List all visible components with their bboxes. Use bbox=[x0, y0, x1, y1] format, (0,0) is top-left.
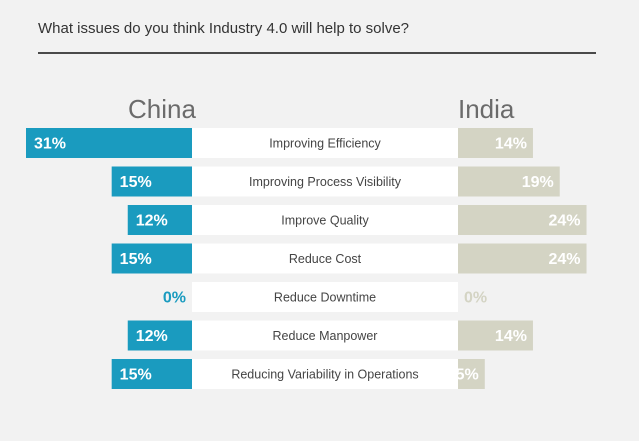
data-label-india-reduce-cost: 24% bbox=[548, 251, 580, 268]
data-label-china-reduce-manpower: 12% bbox=[136, 328, 168, 345]
bar-india-reduce-cost bbox=[458, 243, 587, 274]
category-label-improving-process-visibility: Improving Process Visibility bbox=[249, 175, 402, 189]
label-band-reduce-downtime bbox=[192, 282, 458, 312]
legend-china: China bbox=[128, 94, 196, 124]
label-band-reduce-manpower bbox=[192, 320, 458, 351]
bar-china-reducing-variability-in-operations bbox=[111, 359, 192, 389]
category-label-improving-efficiency: Improving Efficiency bbox=[269, 137, 381, 151]
bar-china-improve-quality bbox=[127, 205, 192, 235]
label-band-reducing-variability-in-operations bbox=[192, 359, 458, 389]
bar-china-reduce-cost bbox=[111, 243, 192, 274]
data-label-china-improve-quality: 12% bbox=[136, 213, 168, 230]
bar-india-improve-quality bbox=[458, 205, 587, 235]
data-label-china-reduce-cost: 15% bbox=[120, 251, 152, 268]
title-divider bbox=[38, 52, 596, 54]
data-label-china-reducing-variability-in-operations: 15% bbox=[120, 367, 152, 384]
data-label-india-reduce-downtime: 0% bbox=[464, 290, 487, 307]
category-label-improve-quality: Improve Quality bbox=[281, 214, 369, 228]
bar-china-reduce-manpower bbox=[127, 320, 192, 351]
data-label-china-reduce-downtime: 0% bbox=[163, 290, 186, 307]
bar-china-improving-efficiency bbox=[26, 128, 192, 158]
bar-india-reduce-manpower bbox=[458, 320, 533, 351]
data-label-india-improving-process-visibility: 19% bbox=[522, 174, 554, 191]
category-label-reduce-manpower: Reduce Manpower bbox=[273, 329, 378, 343]
data-label-china-improving-efficiency: 31% bbox=[34, 136, 66, 153]
bar-india-reducing-variability-in-operations bbox=[458, 359, 485, 389]
category-label-reduce-cost: Reduce Cost bbox=[289, 252, 362, 266]
bar-india-improving-process-visibility bbox=[458, 166, 560, 197]
data-label-india-improve-quality: 24% bbox=[548, 213, 580, 230]
data-label-india-improving-efficiency: 14% bbox=[495, 136, 527, 153]
chart-title: What issues do you think Industry 4.0 wi… bbox=[38, 20, 410, 37]
data-label-india-reduce-manpower: 14% bbox=[495, 328, 527, 345]
bar-china-improving-process-visibility bbox=[111, 166, 192, 197]
legend-india: India bbox=[458, 94, 515, 124]
label-band-improve-quality bbox=[192, 205, 458, 235]
label-band-improving-efficiency bbox=[192, 128, 458, 158]
bar-india-improving-efficiency bbox=[458, 128, 533, 158]
label-band-reduce-cost bbox=[192, 243, 458, 274]
category-label-reducing-variability-in-operations: Reducing Variability in Operations bbox=[231, 368, 418, 382]
label-band-improving-process-visibility bbox=[192, 166, 458, 197]
data-label-china-improving-process-visibility: 15% bbox=[120, 174, 152, 191]
category-label-reduce-downtime: Reduce Downtime bbox=[274, 291, 376, 305]
data-label-india-reducing-variability-in-operations: 5% bbox=[456, 367, 479, 384]
